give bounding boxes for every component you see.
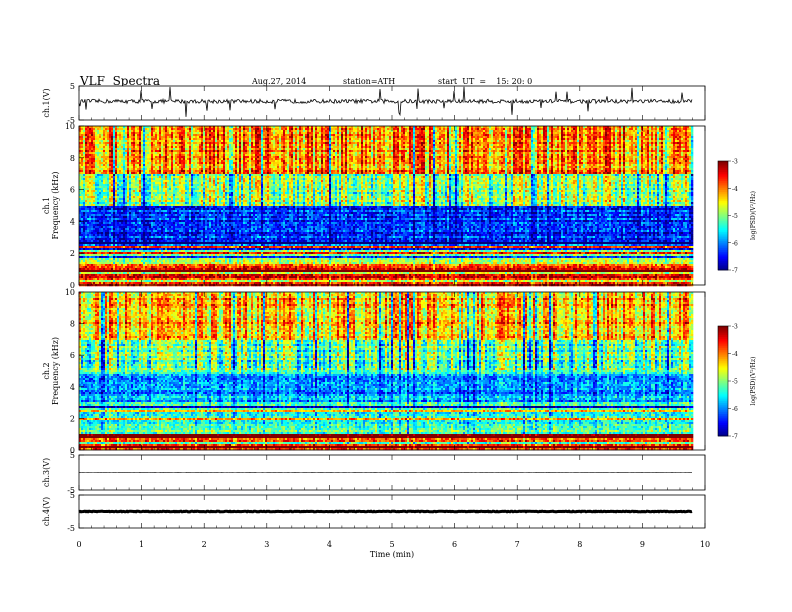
ch1-spectrogram-cbtick-label-1: -4	[732, 186, 738, 193]
ytick-label-4-0: 5	[70, 491, 75, 500]
ytick-label-2-5: 10	[65, 288, 75, 297]
xtick-label-7: 7	[515, 540, 520, 549]
ch1-spectrogram-cbtick-label-0: -3	[732, 159, 738, 166]
xtick-label-6: 6	[452, 540, 457, 549]
ytick-label-3-0: 5	[70, 451, 75, 460]
ylabel-2-0: ch.2	[42, 362, 51, 379]
ytick-label-1-4: 8	[70, 154, 75, 163]
xtick-label-1: 1	[139, 540, 144, 549]
ch1-spectrogram-colorbar	[718, 161, 728, 271]
ch4-waveform-trace	[78, 509, 693, 514]
ch1-waveform-trace	[78, 86, 693, 117]
figure-title: VLF Spectra	[80, 74, 160, 88]
xtick-label-0: 0	[76, 540, 81, 549]
ylabel-1-1: Frequency (kHz)	[51, 171, 60, 239]
ylabel-2-1: Frequency (kHz)	[51, 337, 60, 405]
ch2-spectrogram-cbtick-label-1: -4	[732, 351, 738, 358]
ch1-spectrogram-cbtick-label-3: -6	[732, 240, 738, 247]
ytick-label-3-1: -5	[67, 486, 75, 495]
xtick-label-9: 9	[640, 540, 645, 549]
station-label: station=ATH	[343, 77, 395, 86]
ytick-label-2-1: 2	[70, 414, 75, 423]
ch1-spectrogram-colorbar-label: log(PSD)(V²/Hz)	[750, 191, 757, 240]
ytick-label-1-5: 10	[65, 122, 75, 131]
ch1-spectrogram-cells	[79, 126, 694, 287]
ylabel-4-0: ch.4(V)	[42, 497, 51, 526]
ylabel-1-0: ch.1	[42, 197, 51, 214]
ch2-spectrogram-colorbar-label: log(PSD)(V²/Hz)	[750, 357, 757, 406]
ytick-label-2-4: 8	[70, 320, 75, 329]
ytick-label-1-3: 6	[70, 186, 75, 195]
xtick-label-2: 2	[202, 540, 207, 549]
ch2-spectrogram-cbtick-label-0: -3	[732, 324, 738, 331]
ytick-label-0-0: 5	[70, 82, 75, 91]
ch2-spectrogram-cbtick-label-3: -6	[732, 406, 738, 413]
xaxis-label: Time (min)	[370, 550, 414, 559]
ytick-label-1-1: 2	[70, 249, 75, 258]
ch1-spectrogram-cbtick-label-2: -5	[732, 213, 738, 220]
ytick-label-4-1: -5	[67, 524, 75, 533]
ch2-spectrogram-cells	[79, 292, 694, 451]
ch2-spectrogram-cbtick-label-2: -5	[732, 379, 738, 386]
ytick-label-2-0: 0	[70, 446, 75, 455]
xtick-label-3: 3	[264, 540, 269, 549]
ch1-spectrogram-cbtick-label-4: -7	[732, 268, 738, 275]
ch2-spectrogram-cbtick-label-4: -7	[732, 434, 738, 441]
ytick-label-1-0: 0	[70, 281, 75, 290]
ch1-waveform-frame	[78, 85, 706, 121]
ytick-label-1-2: 4	[70, 217, 75, 226]
ylabel-0-0: ch.1(V)	[42, 88, 51, 117]
ytick-label-2-2: 4	[70, 383, 75, 392]
xtick-label-4: 4	[327, 540, 332, 549]
xtick-label-5: 5	[389, 540, 394, 549]
ylabel-3-0: ch.3(V)	[42, 458, 51, 487]
ch2-spectrogram-colorbar	[718, 326, 728, 437]
ytick-label-2-3: 6	[70, 351, 75, 360]
xtick-label-8: 8	[577, 540, 582, 549]
start-time-label: start UT = 15: 20: 0	[438, 77, 532, 86]
date-label: Aug.27, 2014	[252, 77, 306, 86]
xtick-label-10: 10	[700, 540, 710, 549]
ytick-label-0-1: -5	[67, 116, 75, 125]
